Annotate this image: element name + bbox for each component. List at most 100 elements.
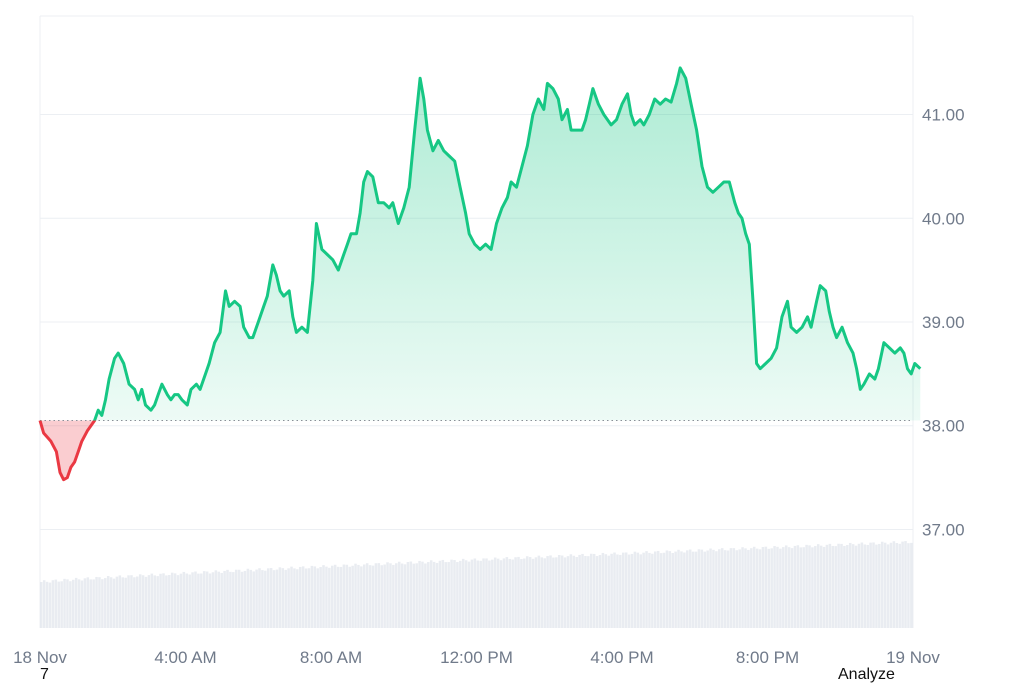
volume-bar — [854, 545, 858, 628]
data-point — [516, 186, 518, 188]
volume-bar — [892, 541, 896, 628]
data-point — [272, 264, 274, 266]
volume-bar — [700, 549, 704, 628]
volume-bar — [249, 569, 253, 628]
volume-bar — [552, 557, 555, 628]
volume-bar — [598, 555, 602, 628]
area-below-baseline — [40, 420, 95, 480]
data-point — [521, 165, 523, 167]
volume-bar — [496, 558, 500, 628]
volume-bar — [639, 554, 642, 628]
data-point — [532, 114, 534, 116]
volume-bar — [683, 552, 686, 628]
volume-bar — [479, 560, 482, 628]
x-tick-label: 18 Nov — [13, 648, 67, 667]
data-point — [315, 222, 317, 224]
volume-bar — [101, 579, 104, 628]
data-point — [228, 305, 230, 307]
volume-bar — [403, 564, 407, 628]
data-point — [810, 326, 812, 328]
volume-bar — [293, 568, 296, 628]
data-point — [283, 295, 285, 297]
volume-bar — [814, 546, 817, 628]
volume-bar — [136, 576, 139, 628]
data-point — [332, 259, 334, 261]
data-point — [616, 119, 618, 121]
data-point — [626, 93, 628, 95]
volume-bar — [450, 559, 453, 628]
data-point — [157, 394, 159, 396]
volume-bar — [627, 554, 631, 628]
volume-bar — [764, 546, 768, 628]
volume-bar — [857, 543, 861, 628]
volume-bar — [354, 563, 357, 628]
data-point — [490, 248, 492, 250]
data-point — [321, 248, 323, 250]
volume-bar — [863, 544, 867, 628]
data-point — [170, 399, 172, 401]
data-point — [366, 171, 368, 173]
volume-bar — [226, 569, 229, 628]
data-point — [66, 477, 68, 479]
volume-bar — [48, 582, 52, 628]
data-point — [566, 108, 568, 110]
volume-bar — [691, 551, 695, 628]
volume-bar — [427, 562, 430, 628]
volume-bar — [898, 543, 901, 628]
data-point — [648, 114, 650, 116]
data-point — [275, 274, 277, 276]
volume-bar — [322, 565, 325, 628]
volume-bar — [258, 568, 261, 628]
volume-bar — [834, 546, 837, 628]
volume-bar — [133, 577, 136, 628]
volume-bar — [488, 560, 491, 628]
volume-bar — [57, 581, 60, 628]
data-point — [765, 362, 767, 364]
volume-bar — [400, 563, 404, 628]
volume-bar — [589, 553, 593, 628]
data-point — [128, 383, 130, 385]
data-point — [717, 186, 719, 188]
volume-bar — [377, 563, 381, 628]
volume-bar — [677, 549, 680, 628]
data-point — [756, 362, 758, 364]
x-tick-label: 19 Nov — [886, 648, 940, 667]
data-point — [919, 368, 921, 370]
volume-bar — [51, 580, 55, 628]
volume-bar — [493, 557, 497, 628]
volume-bar — [587, 556, 590, 628]
volume-bar — [168, 574, 171, 628]
data-point — [350, 233, 352, 235]
volume-bar — [819, 545, 823, 628]
volume-bar — [659, 553, 663, 628]
volume-bar — [339, 566, 343, 628]
data-point — [154, 404, 156, 406]
data-point — [383, 202, 385, 204]
volume-bar — [837, 543, 840, 628]
data-point — [868, 373, 870, 375]
volume-bar — [138, 574, 142, 628]
data-point — [205, 373, 207, 375]
data-point — [748, 243, 750, 245]
analyze-link[interactable]: Analyze — [838, 666, 895, 683]
data-point — [43, 432, 45, 434]
price-area — [40, 67, 921, 480]
data-point — [363, 181, 365, 183]
volume-bar — [525, 556, 529, 628]
data-point — [781, 316, 783, 318]
volume-bar — [124, 577, 127, 628]
volume-bar — [738, 549, 741, 628]
x-tick-label: 12:00 PM — [440, 648, 513, 667]
volume-bar — [328, 567, 331, 628]
data-point — [723, 181, 725, 183]
data-point — [485, 243, 487, 245]
volume-bar — [825, 544, 829, 628]
volume-bar — [304, 568, 308, 628]
volume-bar — [42, 580, 46, 628]
volume-bar — [790, 548, 794, 628]
volume-bar — [345, 564, 349, 628]
volume-bar — [447, 562, 450, 628]
volume-bar — [822, 546, 826, 628]
data-point — [752, 300, 754, 302]
volume-bar — [72, 579, 75, 628]
